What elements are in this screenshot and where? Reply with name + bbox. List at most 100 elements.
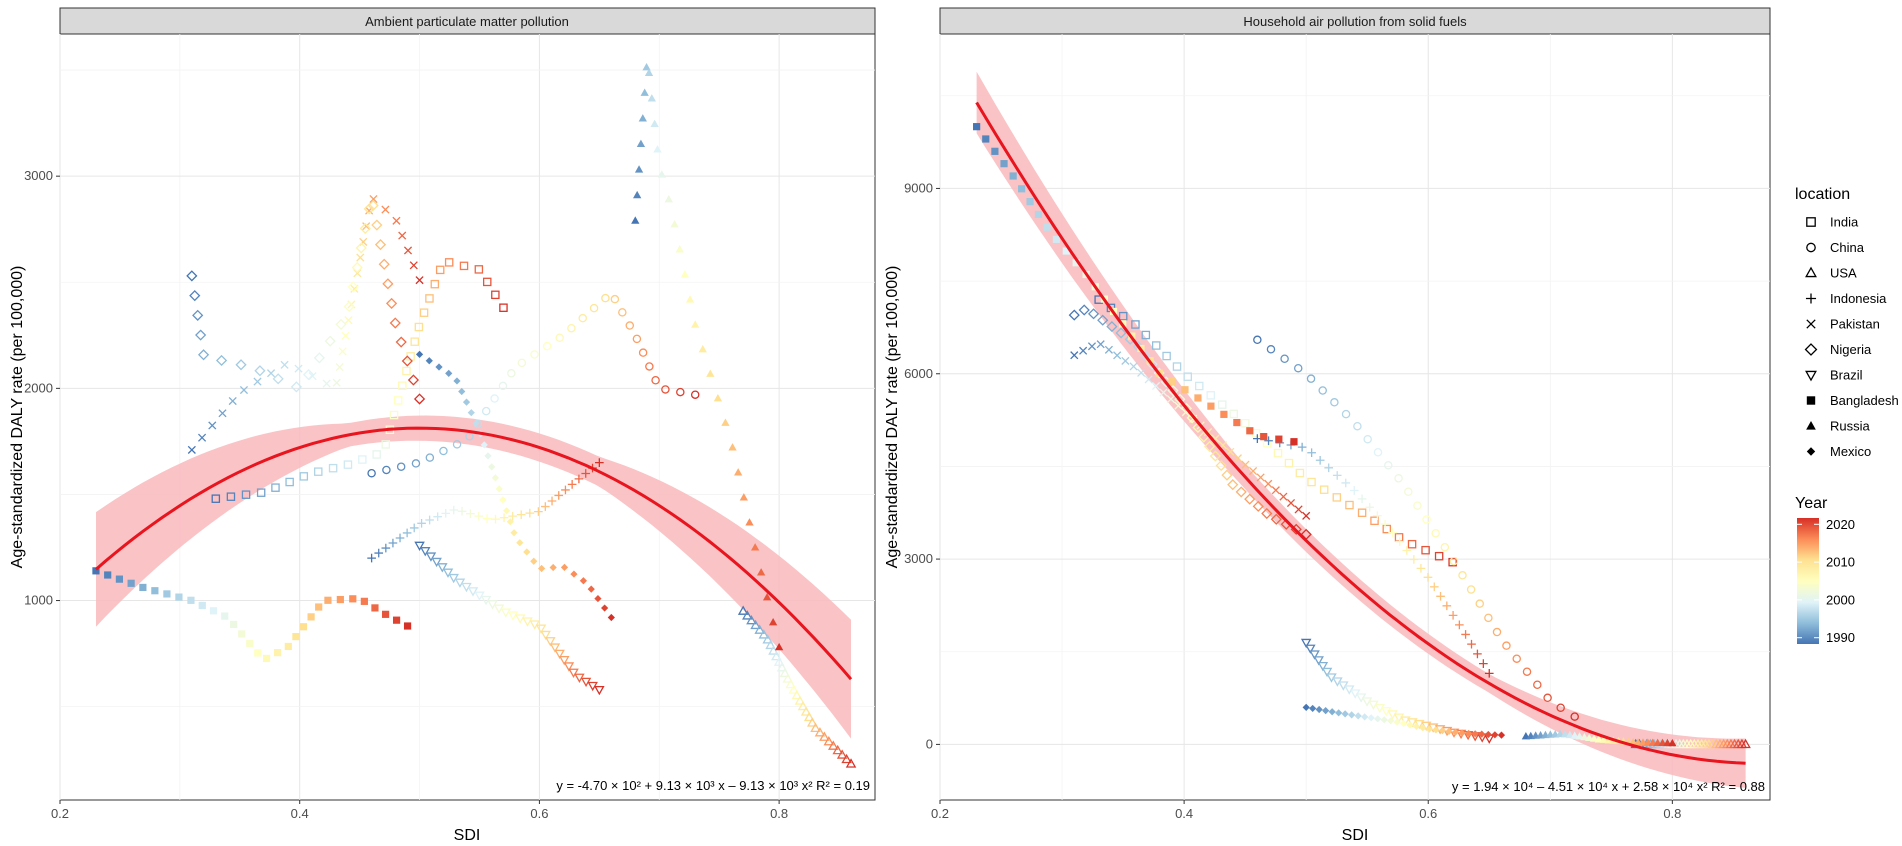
data-point-bangladesh: [263, 654, 271, 663]
colorbar-gradient: [1797, 518, 1819, 644]
y-axis-title-household: Age-standardized DALY rate (per 100,000): [884, 266, 901, 569]
x-axis-title-household: SDI: [1342, 827, 1369, 844]
data-point-china: [1466, 585, 1476, 594]
data-point-bangladesh: [371, 604, 379, 612]
data-point-mexico: [453, 377, 461, 385]
data-point-bangladesh: [1018, 185, 1026, 193]
data-point-usa: [773, 656, 785, 666]
data-point-usa: [754, 624, 765, 634]
data-point-nigeria: [1261, 507, 1273, 520]
data-point-brazil: [442, 568, 454, 578]
data-point-mexico: [1367, 714, 1375, 722]
data-point-indonesia: [449, 505, 459, 515]
data-point-indonesia: [1395, 537, 1405, 546]
data-point-china: [481, 406, 491, 416]
legend-label-india: India: [1830, 215, 1859, 230]
data-point-nigeria: [1235, 486, 1247, 498]
data-point-russia: [1565, 730, 1574, 739]
data-point-mexico: [1412, 722, 1421, 730]
data-point-bangladesh: [1275, 435, 1283, 443]
data-point-india: [1118, 311, 1128, 321]
data-point-india: [389, 410, 399, 420]
data-point-mexico: [1354, 712, 1362, 720]
data-point-nigeria: [235, 359, 247, 371]
data-point-russia: [664, 194, 673, 203]
data-point-india: [1407, 539, 1417, 549]
data-point-usa: [832, 744, 843, 755]
data-point-nigeria: [186, 270, 198, 282]
data-point-pakistan: [344, 316, 353, 325]
data-point-india: [1448, 557, 1457, 567]
data-point-russia: [691, 320, 700, 328]
data-point-china: [1373, 448, 1383, 457]
data-point-usa: [771, 650, 782, 661]
data-point-indonesia: [567, 480, 577, 489]
data-point-nigeria: [374, 239, 387, 251]
data-point-pakistan: [1087, 342, 1097, 351]
data-point-mexico: [1419, 724, 1427, 732]
data-point-india: [499, 303, 508, 312]
data-point-india: [398, 381, 407, 390]
data-point-bangladesh: [360, 597, 368, 605]
panel-title-household: Household air pollution from solid fuels: [1243, 14, 1467, 29]
data-point-nigeria: [189, 290, 201, 302]
data-point-indonesia: [425, 515, 434, 525]
data-point-pakistan: [1226, 447, 1235, 456]
data-point-pakistan: [1233, 454, 1242, 463]
data-point-indonesia: [499, 513, 509, 522]
data-point-russia: [698, 344, 707, 353]
data-point-indonesia: [1332, 471, 1342, 480]
data-point-nigeria: [1227, 479, 1239, 491]
data-point-russia: [653, 145, 662, 153]
data-point-bangladesh: [991, 147, 999, 155]
data-point-brazil: [419, 547, 431, 557]
data-point-china: [1492, 627, 1502, 637]
data-point-china: [396, 462, 406, 471]
data-point-india: [1131, 320, 1140, 329]
data-point-usa: [762, 634, 773, 644]
data-point-brazil: [448, 573, 459, 584]
data-point-nigeria: [197, 349, 210, 361]
data-point-mexico: [510, 529, 518, 537]
data-point-brazil: [554, 649, 565, 660]
data-point-pakistan: [1159, 388, 1168, 397]
data-point-china: [1394, 474, 1403, 483]
data-point-nigeria: [1180, 402, 1192, 414]
data-point-pakistan: [1294, 505, 1303, 514]
series-mexico: [1302, 703, 1506, 739]
data-point-russia: [638, 114, 647, 122]
colorbar-tick-label: 2010: [1826, 555, 1855, 570]
data-point-pakistan: [356, 253, 365, 262]
data-point-indonesia: [1373, 511, 1382, 521]
data-point-india: [211, 494, 221, 503]
data-point-bangladesh: [221, 612, 229, 620]
data-point-nigeria: [355, 242, 367, 254]
data-point-pakistan: [415, 276, 424, 285]
data-point-mexico: [1491, 731, 1499, 739]
legend-key-china: [1806, 242, 1816, 253]
data-point-pakistan: [1079, 346, 1088, 355]
data-point-bangladesh: [1026, 198, 1034, 206]
data-point-nigeria: [363, 203, 375, 215]
grid-household: [939, 34, 1770, 800]
data-point-india: [1345, 500, 1354, 510]
data-point-mexico: [516, 539, 524, 547]
data-point-mexico: [1302, 703, 1310, 711]
data-point-china: [625, 321, 635, 330]
data-point-nigeria: [1198, 431, 1210, 443]
strip-household: [939, 7, 1771, 35]
data-point-bangladesh: [92, 567, 100, 575]
data-point-india: [1162, 351, 1171, 361]
data-point-china: [1413, 501, 1422, 510]
data-point-pakistan: [369, 194, 378, 204]
series-russia: [631, 62, 784, 651]
data-point-indonesia: [1388, 528, 1397, 537]
panel-ambient: Ambient particulate matter pollution 0.2…: [9, 7, 876, 844]
data-point-pakistan: [197, 433, 207, 442]
data-point-brazil: [535, 624, 547, 634]
legend-label-usa: USA: [1830, 266, 1857, 281]
data-point-brazil: [1309, 650, 1320, 660]
data-point-pakistan: [338, 347, 347, 356]
data-point-russia: [657, 170, 666, 178]
data-point-nigeria: [324, 335, 336, 347]
